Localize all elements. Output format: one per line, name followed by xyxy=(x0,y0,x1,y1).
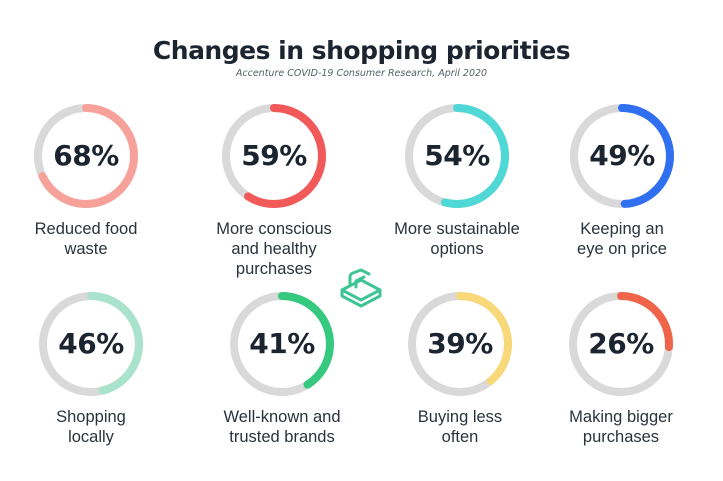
chart-subtitle: Accenture COVID-19 Consumer Research, Ap… xyxy=(235,68,488,79)
stat-well-known-trusted-brands: 41% Well-known and trusted brands xyxy=(197,291,367,481)
stat-label: Buying less often xyxy=(417,408,503,446)
stat-label: Reduced food waste xyxy=(34,220,138,258)
brand-logo-icon xyxy=(340,268,382,308)
stat-keeping-eye-on-price: 49% Keeping an eye on price xyxy=(537,103,707,293)
percentage-value: 39% xyxy=(427,327,493,360)
stat-label: Keeping an eye on price xyxy=(577,220,667,258)
donut-arc xyxy=(39,292,143,396)
stat-label: More sustainable options xyxy=(394,220,520,258)
donut-ring xyxy=(405,104,509,208)
stat-more-conscious-healthy: 59% More conscious and healthy purchases xyxy=(189,103,359,293)
donut-ring xyxy=(570,104,674,208)
chart-title: Changes in shopping priorities xyxy=(152,36,571,65)
percentage-value: 68% xyxy=(53,139,119,172)
percentage-value: 46% xyxy=(58,327,124,360)
stat-making-bigger-purchases: 26% Making bigger purchases xyxy=(536,291,706,481)
donut-ring xyxy=(230,292,334,396)
stat-more-sustainable-options: 54% More sustainable options xyxy=(372,103,542,293)
stat-label: More conscious and healthy purchases xyxy=(216,220,332,278)
donut-arc xyxy=(408,292,512,396)
stat-label: Shopping locally xyxy=(56,408,126,446)
stat-label: Making bigger purchases xyxy=(569,408,673,446)
stat-shopping-locally: 46% Shopping locally xyxy=(6,291,176,481)
percentage-value: 59% xyxy=(241,139,307,172)
stat-label: Well-known and trusted brands xyxy=(223,408,341,446)
donut-ring xyxy=(34,104,138,208)
donut-ring xyxy=(408,292,512,396)
donut-ring xyxy=(569,292,673,396)
donut-arc xyxy=(405,104,509,208)
donut-ring xyxy=(222,104,326,208)
donut-arc xyxy=(230,292,334,396)
donut-ring xyxy=(39,292,143,396)
percentage-value: 54% xyxy=(424,139,490,172)
donut-arc xyxy=(569,292,673,396)
stat-buying-less-often: 39% Buying less often xyxy=(375,291,545,481)
percentage-value: 41% xyxy=(249,327,315,360)
stat-reduced-food-waste: 68% Reduced food waste xyxy=(1,103,171,293)
percentage-value: 26% xyxy=(588,327,654,360)
donut-arc xyxy=(34,104,138,208)
percentage-value: 49% xyxy=(589,139,655,172)
donut-arc xyxy=(570,104,674,208)
donut-arc xyxy=(222,104,326,208)
